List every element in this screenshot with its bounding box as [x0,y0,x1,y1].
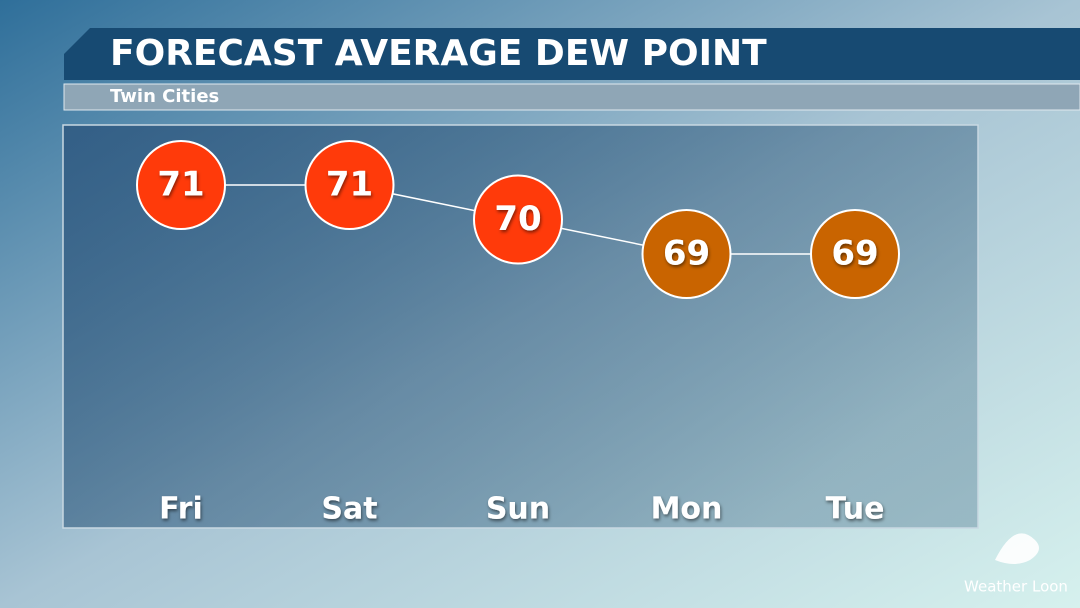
logo-text: Weather Loon [964,578,1068,596]
data-label: 69 [831,234,878,274]
x-tick-label: Mon [651,492,723,527]
point [136,140,226,230]
data-label: 71 [157,165,204,205]
logo-icon [995,533,1039,564]
x-tick-label: Tue [826,492,885,527]
x-tick-label: Fri [159,492,203,527]
data-label: 69 [663,234,710,274]
subtitle-bar [63,83,1080,111]
x-tick-label: Sun [486,492,550,527]
data-label: 70 [494,199,541,239]
point [641,209,732,299]
data-label: 71 [326,165,373,205]
point [810,209,900,299]
chart-subtitle: Twin Cities [110,86,219,107]
chart-title: FORECAST AVERAGE DEW POINT [110,33,767,74]
x-tick-label: Sat [321,492,377,527]
point [304,140,395,230]
point [473,174,563,265]
logo: Weather Loon [964,533,1068,596]
title-bar [64,28,1080,80]
